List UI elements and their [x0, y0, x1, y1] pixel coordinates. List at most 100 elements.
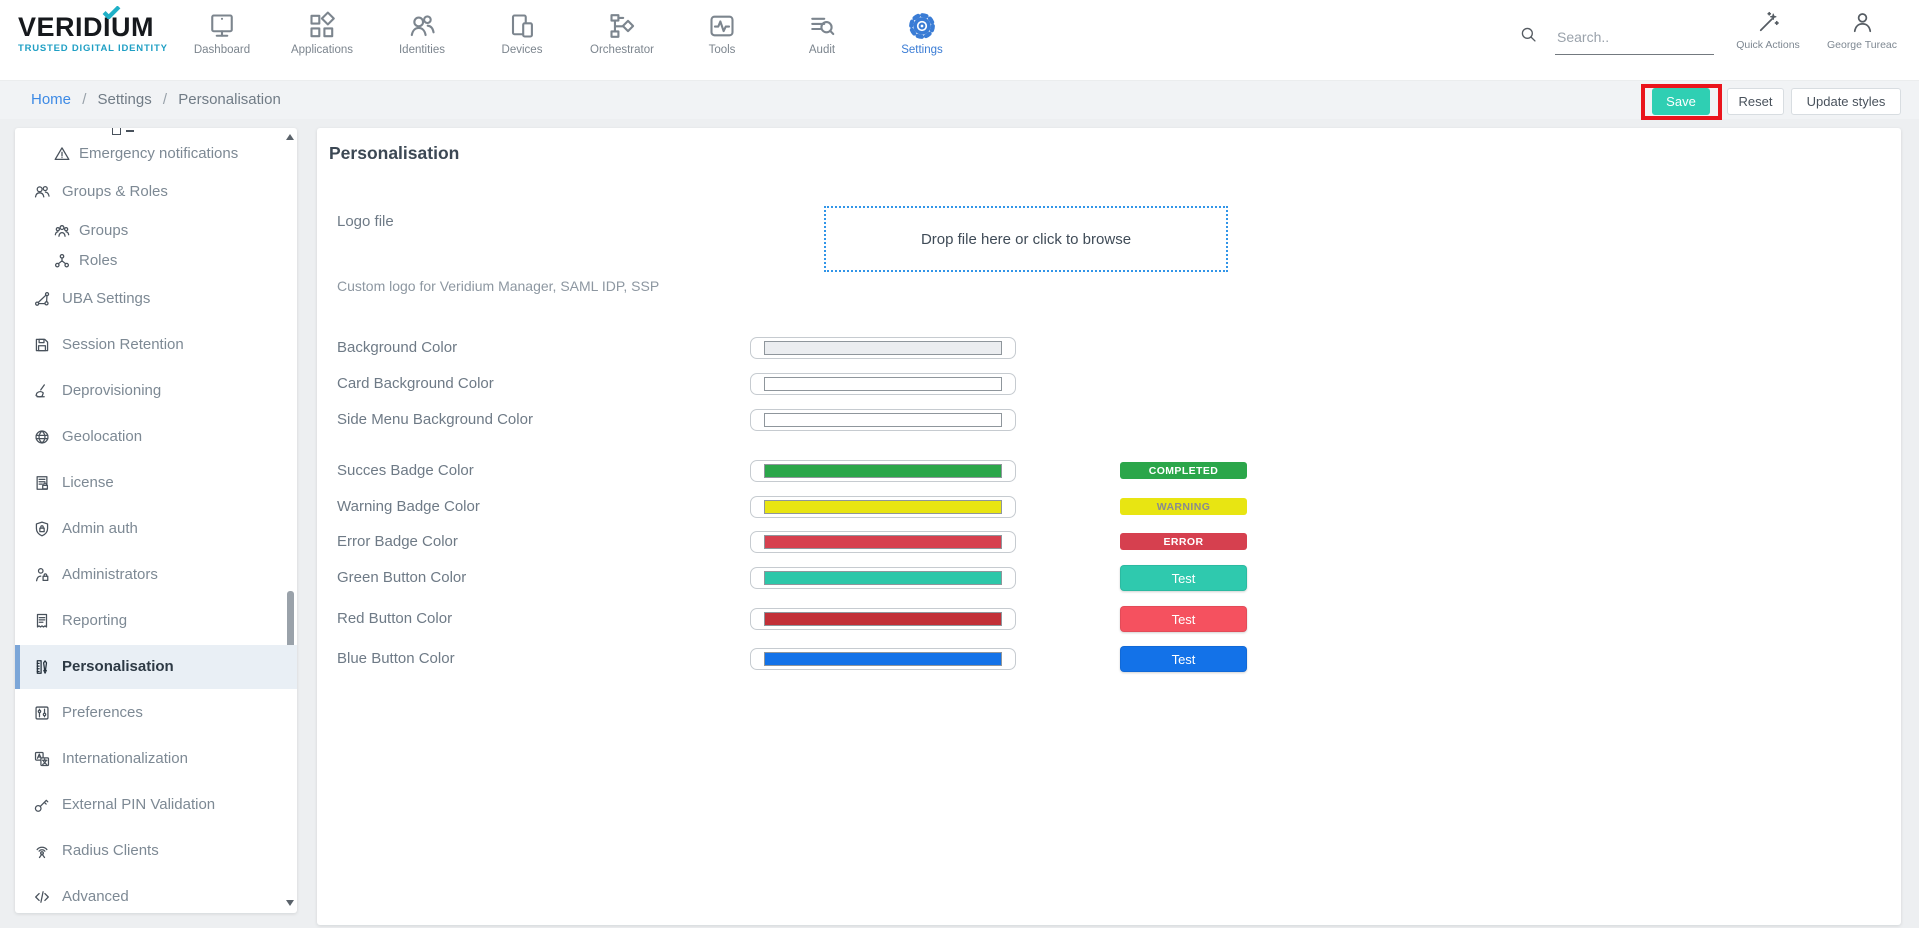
color-row-label-red-button-color: Red Button Color — [337, 610, 453, 627]
color-row-label-background-color: Background Color — [337, 339, 458, 356]
personalisation-icon — [33, 658, 51, 676]
sidebar-item-roles[interactable]: Roles — [15, 246, 285, 276]
sidebar-item-personalisation[interactable]: Personalisation — [15, 652, 285, 682]
sidebar-item-label: Geolocation — [62, 428, 143, 445]
nav-item-label: Orchestrator — [590, 44, 654, 56]
nav-item-audit[interactable]: Audit — [772, 0, 872, 80]
color-swatch-card-background-color[interactable] — [750, 373, 1016, 395]
sidebar-item-label: External PIN Validation — [62, 796, 216, 813]
nav-item-identities[interactable]: Identities — [372, 0, 472, 80]
global-search — [1512, 20, 1714, 58]
sidebar-item-reporting[interactable]: Reporting — [15, 606, 285, 636]
sidebar-item-session-retention[interactable]: Session Retention — [15, 330, 285, 360]
color-swatch-red-button-color[interactable] — [750, 608, 1016, 630]
internationalization-icon — [33, 750, 51, 768]
color-swatch-succes-badge-color[interactable] — [750, 460, 1016, 482]
reset-button[interactable]: Reset — [1727, 88, 1784, 115]
sidebar-item-preferences[interactable]: Preferences — [15, 698, 285, 728]
sidebar-item-groups[interactable]: Groups — [15, 216, 285, 246]
color-row-label-card-background-color: Card Background Color — [337, 375, 494, 392]
veridium-logo[interactable]: VERIDIUM TRUSTED DIGITAL IDENTITY — [18, 5, 168, 54]
nav-item-orchestrator[interactable]: Orchestrator — [572, 0, 672, 80]
breadcrumb-page: Personalisation — [178, 91, 281, 108]
groups-roles-icon — [33, 183, 51, 201]
nav-item-dashboard[interactable]: Dashboard — [172, 0, 272, 80]
sidebar-item-uba-settings[interactable]: UBA Settings — [15, 284, 285, 314]
sidebar-item-external-pin-validation[interactable]: External PIN Validation — [15, 790, 285, 820]
dropzone-text: Drop file here or click to browse — [920, 230, 1132, 248]
color-swatch-warning-badge-color[interactable] — [750, 496, 1016, 518]
logo-file-label: Logo file — [337, 213, 394, 230]
administrators-icon — [33, 566, 51, 584]
sidebar-item-label: Roles — [79, 252, 118, 269]
color-swatch-side-menu-background-color[interactable] — [750, 409, 1016, 431]
sidebar-item-label: Groups & Roles — [62, 183, 168, 200]
update-styles-button[interactable]: Update styles — [1791, 88, 1901, 115]
color-swatch-green-button-color[interactable] — [750, 567, 1016, 589]
sidebar-item-advanced[interactable]: Advanced — [15, 882, 285, 912]
roles-icon — [53, 252, 71, 270]
veridium-logo-text: VERIDIUM — [18, 12, 155, 42]
preview-test-button-green-button-color[interactable]: Test — [1120, 565, 1247, 591]
user-menu[interactable]: George Tureac — [1820, 10, 1904, 51]
sidebar-item-deprovisioning[interactable]: Deprovisioning — [15, 376, 285, 406]
color-swatch-value — [764, 500, 1002, 514]
color-row-label-side-menu-background-color: Side Menu Background Color — [337, 411, 533, 428]
breadcrumb-home-link[interactable]: Home — [31, 91, 72, 108]
breadcrumb-separator: / — [82, 91, 87, 108]
color-swatch-blue-button-color[interactable] — [750, 648, 1016, 670]
preview-test-button-red-button-color[interactable]: Test — [1120, 606, 1247, 632]
preferences-icon — [33, 704, 51, 722]
sidebar-item-internationalization[interactable]: Internationalization — [15, 744, 285, 774]
color-swatch-error-badge-color[interactable] — [750, 531, 1016, 553]
nav-item-settings[interactable]: Settings — [872, 0, 972, 80]
settings-sidebar: Emergency notifications Groups & Roles Gro… — [15, 128, 297, 913]
dashboard-icon — [207, 11, 237, 41]
user-avatar-icon — [1850, 10, 1875, 35]
preview-test-button-blue-button-color[interactable]: Test — [1120, 646, 1247, 672]
sidebar-item-administrators[interactable]: Administrators — [15, 560, 285, 590]
search-input[interactable] — [1555, 20, 1714, 55]
clipped-sidebar-item-fragment — [112, 128, 138, 137]
warning-triangle-icon — [53, 145, 71, 163]
quick-actions-button[interactable]: Quick Actions — [1726, 10, 1810, 51]
primary-nav: Dashboard Applications Identities Devices Or… — [172, 0, 972, 80]
scroll-up-arrow-icon[interactable] — [286, 134, 294, 140]
sidebar-item-admin-auth[interactable]: Admin auth — [15, 514, 285, 544]
color-row-label-blue-button-color: Blue Button Color — [337, 650, 455, 667]
color-swatch-value — [764, 535, 1002, 549]
nav-item-label: Settings — [901, 44, 943, 56]
radius-clients-icon — [33, 842, 51, 860]
orchestrator-icon — [607, 11, 637, 41]
veridium-tagline: TRUSTED DIGITAL IDENTITY — [18, 43, 168, 54]
nav-item-label: Audit — [808, 44, 836, 56]
sidebar-item-groups-roles[interactable]: Groups & Roles — [15, 177, 285, 207]
external-pin-icon — [33, 796, 51, 814]
sidebar-item-emergency-notifications[interactable]: Emergency notifications — [15, 139, 285, 169]
nav-item-applications[interactable]: Applications — [272, 0, 372, 80]
search-icon — [1519, 25, 1538, 44]
sidebar-item-license[interactable]: License — [15, 468, 285, 498]
nav-item-devices[interactable]: Devices — [472, 0, 572, 80]
nav-item-label: Devices — [501, 44, 543, 56]
user-name-label: George Tureac — [1826, 39, 1898, 51]
nav-item-label: Applications — [290, 44, 353, 56]
sidebar-item-radius-clients[interactable]: Radius Clients — [15, 836, 285, 866]
nav-item-label: Dashboard — [193, 44, 251, 56]
logo-file-dropzone[interactable]: Drop file here or click to browse — [824, 206, 1228, 272]
color-row-label-green-button-color: Green Button Color — [337, 569, 467, 586]
preview-badge-error: ERROR — [1120, 533, 1247, 550]
sidebar-item-label: Preferences — [62, 704, 143, 721]
scroll-down-arrow-icon[interactable] — [286, 900, 294, 906]
nav-item-tools[interactable]: Tools — [672, 0, 772, 80]
scrollbar-thumb[interactable] — [287, 591, 294, 657]
color-swatch-background-color[interactable] — [750, 337, 1016, 359]
save-button[interactable]: Save — [1652, 88, 1710, 115]
sidebar-item-label: UBA Settings — [62, 290, 151, 307]
sidebar-item-geolocation[interactable]: Geolocation — [15, 422, 285, 452]
color-swatch-value — [764, 413, 1002, 427]
deprovisioning-icon — [33, 382, 51, 400]
preview-badge-warning: WARNING — [1120, 498, 1247, 515]
top-navbar: VERIDIUM TRUSTED DIGITAL IDENTITY Dashbo… — [0, 0, 1919, 81]
